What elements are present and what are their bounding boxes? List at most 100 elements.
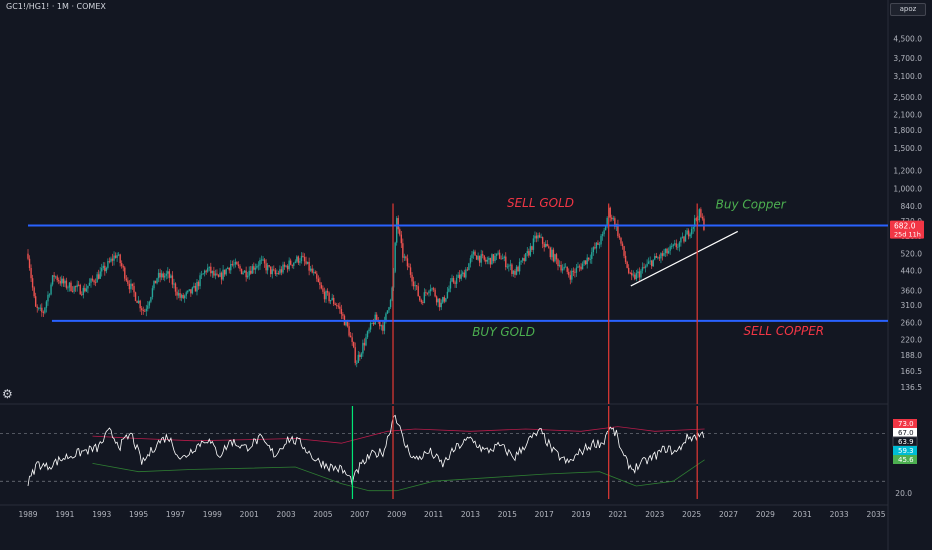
candle-body (65, 280, 68, 288)
candle-up (167, 267, 169, 279)
candle-up (598, 241, 601, 249)
candle-down (517, 265, 519, 272)
candle-up (429, 284, 432, 296)
symbol-title[interactable]: GC1!/HG1! · 1M · COMEX (6, 2, 106, 11)
candle-body (400, 234, 403, 244)
candle-body (319, 282, 321, 286)
candle-up (202, 272, 204, 275)
candle-up (480, 249, 482, 267)
candle-up (455, 274, 458, 288)
candle-up (440, 299, 442, 311)
candle-body (458, 274, 461, 279)
candle-up (386, 310, 389, 315)
candle-body (64, 280, 66, 284)
candle-body (618, 236, 621, 238)
candle-body (170, 275, 172, 278)
candle-body (603, 230, 605, 235)
candle-up (494, 252, 496, 264)
candle-body (104, 265, 106, 272)
candle-body (557, 259, 559, 267)
candle-body (491, 254, 493, 265)
candles (27, 205, 705, 368)
candle-up (581, 261, 584, 270)
candle-body (651, 260, 653, 267)
candle-body (270, 266, 272, 275)
candle-body (273, 269, 275, 271)
candle-body (162, 273, 164, 278)
candle-down (701, 213, 704, 221)
candle-up (371, 322, 373, 325)
candle-down (56, 274, 58, 283)
candle-up (279, 265, 281, 276)
candle-up (150, 296, 152, 304)
candle-body (469, 258, 472, 264)
candle-body (674, 243, 676, 245)
candle-down (305, 256, 307, 266)
candle-up (90, 277, 92, 288)
candle-down (458, 270, 461, 283)
candle-body (624, 255, 627, 262)
candle-up (667, 247, 670, 254)
candle-down (511, 263, 513, 277)
candle-up (577, 262, 579, 269)
candle-up (600, 233, 602, 248)
candle-body (369, 323, 372, 330)
candle-up (403, 253, 406, 262)
candle-body (646, 263, 648, 267)
candle-down (289, 258, 292, 266)
candle-body (478, 255, 481, 263)
candle-down (697, 215, 699, 226)
candle-body (356, 362, 358, 364)
candle-down (176, 287, 178, 300)
candle-down (273, 265, 275, 272)
candle-up (612, 215, 615, 221)
candle-down (274, 267, 277, 277)
candle-down (27, 249, 29, 261)
candle-up (663, 248, 665, 257)
candle-body (690, 228, 693, 235)
time-tick-label: 1991 (55, 510, 74, 519)
candle-body (480, 254, 482, 263)
candle-body (675, 243, 677, 248)
price-tick-label: 220.0 (901, 335, 923, 344)
candle-down (703, 215, 705, 232)
candle-body (299, 261, 301, 263)
candle-up (259, 257, 261, 270)
candle-body (171, 275, 174, 285)
candle-body (423, 292, 426, 304)
candle-body (634, 274, 636, 280)
candle-body (286, 265, 289, 270)
candle-body (388, 307, 390, 311)
candle-body (153, 280, 155, 289)
candle-body (577, 266, 579, 268)
candle-body (601, 234, 604, 236)
candle-up (468, 262, 470, 271)
candle-down (535, 232, 538, 243)
candle-up (431, 287, 433, 292)
candle-down (552, 247, 555, 263)
candle-body (202, 273, 204, 275)
candle-up (61, 275, 63, 287)
candle-up (520, 260, 522, 265)
account-button[interactable]: apoz (890, 3, 926, 16)
candle-body (568, 271, 570, 276)
candle-body (234, 262, 237, 265)
candle-down (541, 236, 544, 249)
candle-body (560, 265, 562, 271)
candle-body (196, 281, 198, 292)
candle-body (677, 246, 679, 248)
candle-down (328, 291, 330, 304)
candle-body (581, 263, 584, 270)
candle-up (451, 274, 453, 283)
candle-down (34, 292, 37, 307)
candle-down (265, 259, 267, 274)
candle-body (253, 266, 255, 270)
candle-down (339, 302, 341, 314)
candle-body (91, 278, 94, 281)
candle-up (356, 360, 358, 368)
indicator-settings-icon[interactable]: ⚙ (2, 387, 13, 401)
candle-down (666, 247, 668, 257)
candle-body (652, 259, 654, 267)
time-tick-label: 2027 (719, 510, 738, 519)
